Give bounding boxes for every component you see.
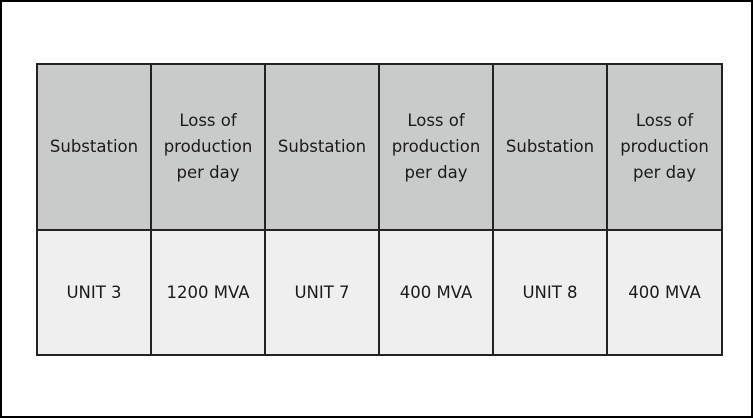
table-header-row: Substation Loss of production per day Su… [36, 63, 723, 231]
header-cell-substation-1: Substation [36, 63, 152, 231]
cell-loss-unit-7: 400 MVA [378, 229, 494, 356]
cell-unit-3: UNIT 3 [36, 229, 152, 356]
table-row: UNIT 3 1200 MVA UNIT 7 400 MVA UNIT 8 40… [36, 229, 723, 356]
loss-of-production-table: Substation Loss of production per day Su… [36, 63, 723, 356]
header-cell-loss-2: Loss of production per day [378, 63, 494, 231]
header-cell-loss-1: Loss of production per day [150, 63, 266, 231]
cell-loss-unit-8: 400 MVA [606, 229, 723, 356]
cell-unit-8: UNIT 8 [492, 229, 608, 356]
header-cell-loss-3: Loss of production per day [606, 63, 723, 231]
header-cell-substation-2: Substation [264, 63, 380, 231]
cell-unit-7: UNIT 7 [264, 229, 380, 356]
cell-loss-unit-3: 1200 MVA [150, 229, 266, 356]
header-cell-substation-3: Substation [492, 63, 608, 231]
